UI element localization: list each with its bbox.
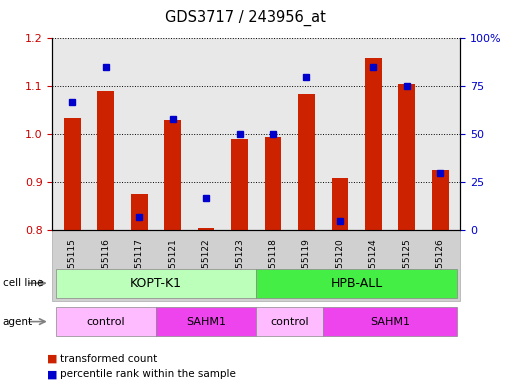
- Text: HPB-ALL: HPB-ALL: [331, 277, 383, 290]
- Text: GDS3717 / 243956_at: GDS3717 / 243956_at: [165, 10, 326, 26]
- Text: ■: ■: [47, 354, 58, 364]
- Text: cell line: cell line: [3, 278, 43, 288]
- Bar: [231, 139, 248, 230]
- Bar: [265, 137, 281, 230]
- Bar: [332, 177, 348, 230]
- Text: ■: ■: [47, 369, 58, 379]
- Bar: [432, 170, 449, 230]
- Text: SAHM1: SAHM1: [370, 316, 410, 327]
- Bar: [198, 228, 214, 230]
- Bar: [97, 91, 114, 230]
- Text: percentile rank within the sample: percentile rank within the sample: [60, 369, 236, 379]
- Bar: [365, 58, 382, 230]
- Text: control: control: [270, 316, 309, 327]
- Bar: [131, 194, 147, 230]
- Bar: [298, 94, 315, 230]
- Bar: [64, 118, 81, 230]
- Bar: [164, 120, 181, 230]
- Text: control: control: [86, 316, 125, 327]
- Text: transformed count: transformed count: [60, 354, 157, 364]
- Text: agent: agent: [3, 316, 33, 327]
- Text: KOPT-K1: KOPT-K1: [130, 277, 182, 290]
- Text: SAHM1: SAHM1: [186, 316, 226, 327]
- Bar: [399, 84, 415, 230]
